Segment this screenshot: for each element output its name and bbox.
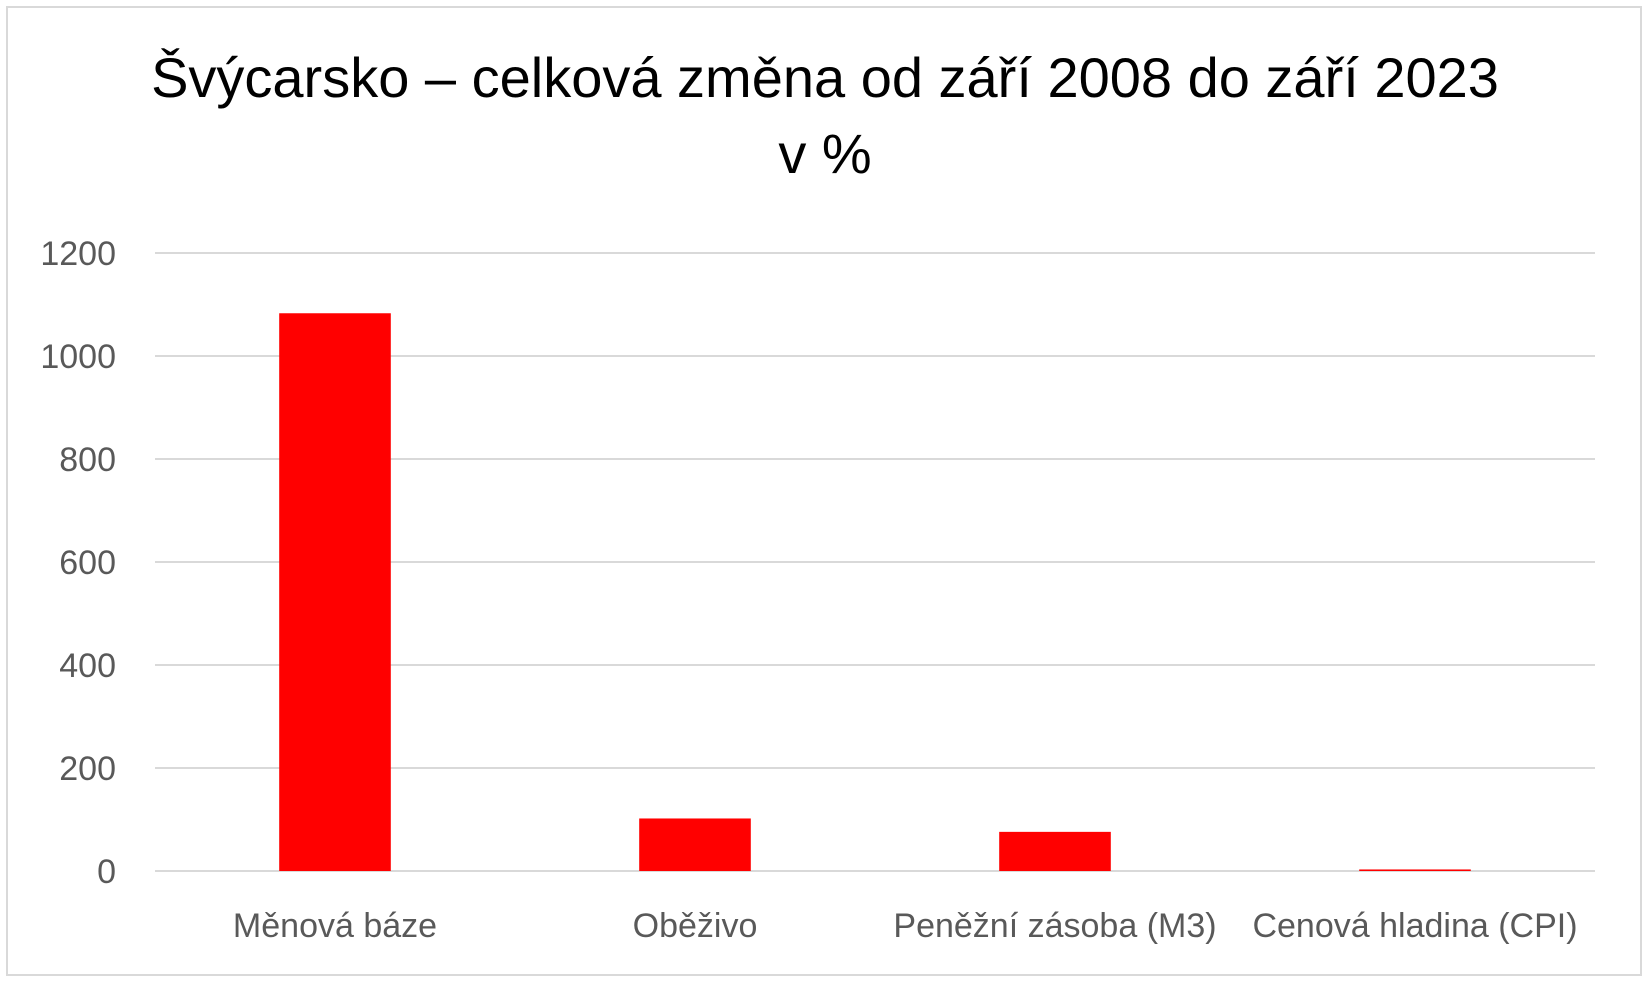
y-tick-label: 1200 — [40, 235, 116, 273]
category-label: Peněžní zásoba (M3) — [893, 907, 1216, 945]
y-tick-label: 600 — [59, 544, 116, 582]
y-tick-label: 200 — [59, 750, 116, 788]
y-tick-label: 800 — [59, 441, 116, 479]
bar-3 — [999, 831, 1111, 871]
bar-2 — [639, 818, 751, 871]
chart-title: Švýcarsko – celková změna od září 2008 d… — [151, 46, 1499, 185]
category-label: Cenová hladina (CPI) — [1252, 907, 1577, 945]
chart-frame — [6, 6, 1642, 976]
category-label: Měnová báze — [233, 907, 437, 945]
category-label: Oběživo — [633, 907, 758, 945]
x-axis-category-labels: Měnová báze Oběživo Peněžní zásoba (M3) Cen… — [233, 907, 1578, 945]
y-axis-tick-labels: 0 200 400 600 800 1000 1200 — [40, 235, 116, 891]
y-tick-label: 0 — [97, 853, 116, 891]
y-tick-label: 1000 — [40, 338, 116, 376]
bars — [279, 313, 1471, 871]
gridlines — [155, 252, 1595, 872]
bar-4 — [1359, 869, 1471, 871]
bar-1 — [279, 313, 391, 871]
y-tick-label: 400 — [59, 647, 116, 685]
